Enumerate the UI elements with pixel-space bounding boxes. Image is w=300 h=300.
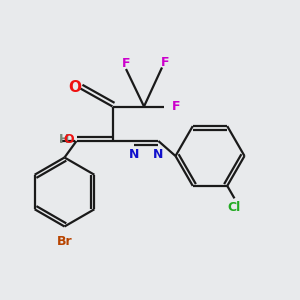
- Text: F: F: [122, 57, 130, 70]
- Text: H: H: [58, 133, 69, 146]
- Text: N: N: [153, 148, 164, 160]
- Text: F: F: [172, 100, 180, 113]
- Text: O: O: [68, 80, 82, 94]
- Text: N: N: [129, 148, 140, 160]
- Text: Cl: Cl: [228, 201, 241, 214]
- Text: F: F: [161, 56, 169, 69]
- Text: O: O: [64, 133, 74, 146]
- Text: Br: Br: [57, 235, 72, 248]
